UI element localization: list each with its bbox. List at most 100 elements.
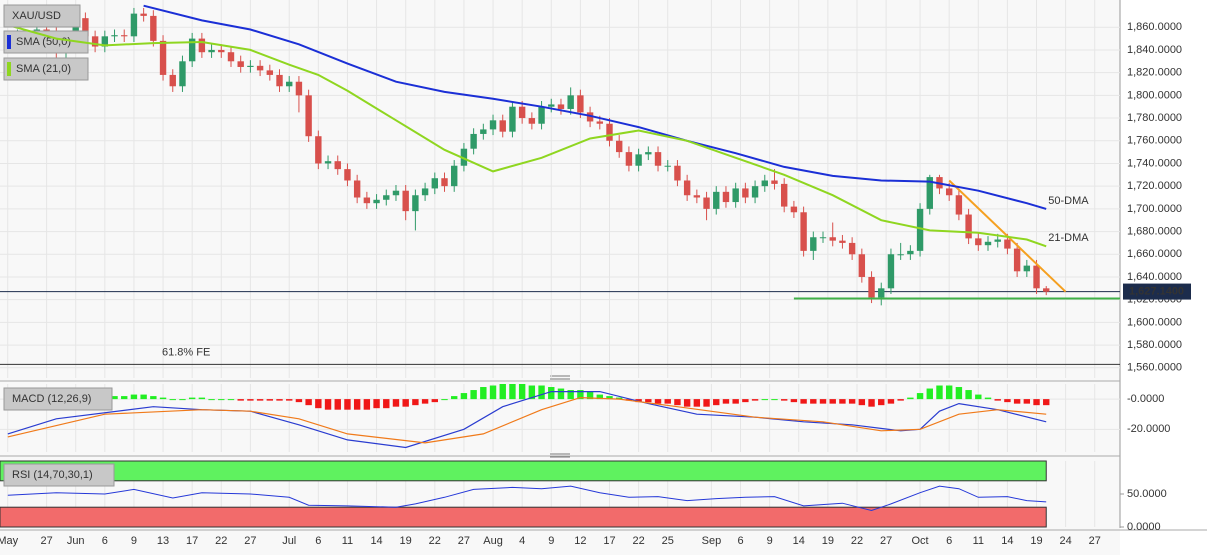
candle-body: [751, 186, 759, 198]
histogram-bar: [955, 387, 963, 400]
histogram-bar: [324, 399, 332, 410]
histogram-bar: [353, 399, 361, 410]
histogram-bar: [810, 399, 817, 404]
histogram-bar: [683, 399, 691, 407]
candle-body: [198, 38, 206, 53]
candle-body: [82, 18, 89, 37]
candle-body: [800, 212, 807, 251]
signal-line: [7, 396, 1047, 444]
histogram-bar: [674, 399, 681, 406]
candle-body: [674, 165, 681, 181]
candle-body: [256, 65, 264, 71]
candle-body: [635, 154, 642, 166]
candle-body: [616, 140, 623, 153]
histogram-bar: [1043, 399, 1050, 406]
candle-body: [101, 36, 109, 47]
histogram-bar: [140, 394, 147, 400]
candle-body: [907, 250, 914, 255]
legend-swatch: [7, 62, 11, 76]
resize-handle[interactable]: [550, 375, 570, 458]
candle-body: [140, 13, 147, 16]
legend-box: [3, 4, 81, 28]
candle-body: [916, 208, 924, 251]
candle-body: [829, 237, 836, 241]
histogram-bar: [344, 399, 351, 410]
candle-body: [208, 49, 215, 53]
candle-body: [1043, 288, 1050, 292]
candle-body: [392, 190, 400, 196]
y-tick-label: -0.0000: [1127, 393, 1164, 405]
histogram-bar: [412, 399, 419, 406]
histogram-bar: [392, 399, 400, 407]
x-tick-label: 24: [1060, 535, 1072, 547]
candle-body: [276, 74, 283, 87]
candle-body: [266, 70, 274, 75]
candle-body: [810, 237, 817, 251]
y-tick-label: 1,820.0000: [1127, 67, 1182, 79]
x-tick-label: 6: [102, 535, 108, 547]
y-tick-label: 1,680.0000: [1127, 225, 1182, 237]
y-tick-label: 1,600.0000: [1127, 316, 1182, 328]
candle-body: [227, 52, 235, 62]
x-tick-label: 19: [400, 535, 412, 547]
candle-body: [169, 74, 176, 87]
legend-label: XAU/USD: [12, 10, 61, 22]
candle-body: [324, 161, 332, 164]
candle-body: [509, 106, 516, 132]
x-tick-label: Sep: [702, 535, 722, 547]
candle-body: [383, 195, 390, 200]
histogram-bar: [693, 399, 701, 407]
histogram-bar: [1013, 399, 1021, 404]
x-tick-label: 22: [215, 535, 227, 547]
candle-body: [557, 104, 565, 109]
overbought-band: [0, 460, 1047, 482]
histogram-bar: [965, 390, 972, 400]
legend-box: [3, 30, 89, 54]
candle-body: [878, 288, 885, 298]
candle-body: [499, 120, 506, 132]
histogram-bar: [975, 394, 982, 400]
candle-body: [897, 254, 904, 256]
legend-label: MACD (12,26,9): [12, 393, 91, 405]
histogram-bar: [383, 399, 390, 409]
histogram-bar: [295, 399, 303, 403]
candle-body: [188, 38, 196, 62]
histogram-bar: [994, 399, 1001, 401]
candle-body: [606, 123, 613, 141]
candle-body: [421, 188, 429, 196]
legend-swatch: [7, 35, 11, 49]
candle-body: [480, 129, 487, 134]
candle-body: [722, 191, 730, 203]
histogram-bar: [829, 399, 836, 404]
histogram-bar: [315, 399, 322, 409]
x-tick-label: 9: [548, 535, 554, 547]
x-tick-label: Jun: [67, 535, 85, 547]
candle-body: [683, 180, 691, 196]
candle-body: [431, 178, 439, 189]
candle-body: [975, 238, 982, 246]
histogram-bar: [499, 384, 506, 400]
sma-line: [7, 24, 1047, 248]
histogram-bar: [732, 399, 739, 404]
histogram-bar: [790, 399, 798, 403]
histogram-bar: [771, 399, 778, 401]
rsi-line: [7, 485, 1047, 512]
candle-body: [305, 95, 312, 137]
legend-box: [3, 387, 113, 411]
y-tick-label: 1,700.0000: [1127, 203, 1182, 215]
histogram-bar: [586, 391, 594, 400]
y-tick-label: 1,800.0000: [1127, 89, 1182, 101]
x-tick-label: 27: [244, 535, 256, 547]
candle-body: [1004, 239, 1011, 249]
histogram-bar: [470, 390, 477, 400]
candle-body: [528, 118, 536, 124]
candle-body: [868, 276, 875, 298]
x-tick-label: 19: [822, 535, 834, 547]
x-tick-label: 6: [315, 535, 321, 547]
histogram-bar: [567, 390, 574, 400]
histogram-bar: [868, 399, 875, 407]
line-annotation: 21-DMA: [1048, 232, 1089, 244]
x-tick-label: 14: [1001, 535, 1013, 547]
y-tick-label: 1,740.0000: [1127, 157, 1182, 169]
